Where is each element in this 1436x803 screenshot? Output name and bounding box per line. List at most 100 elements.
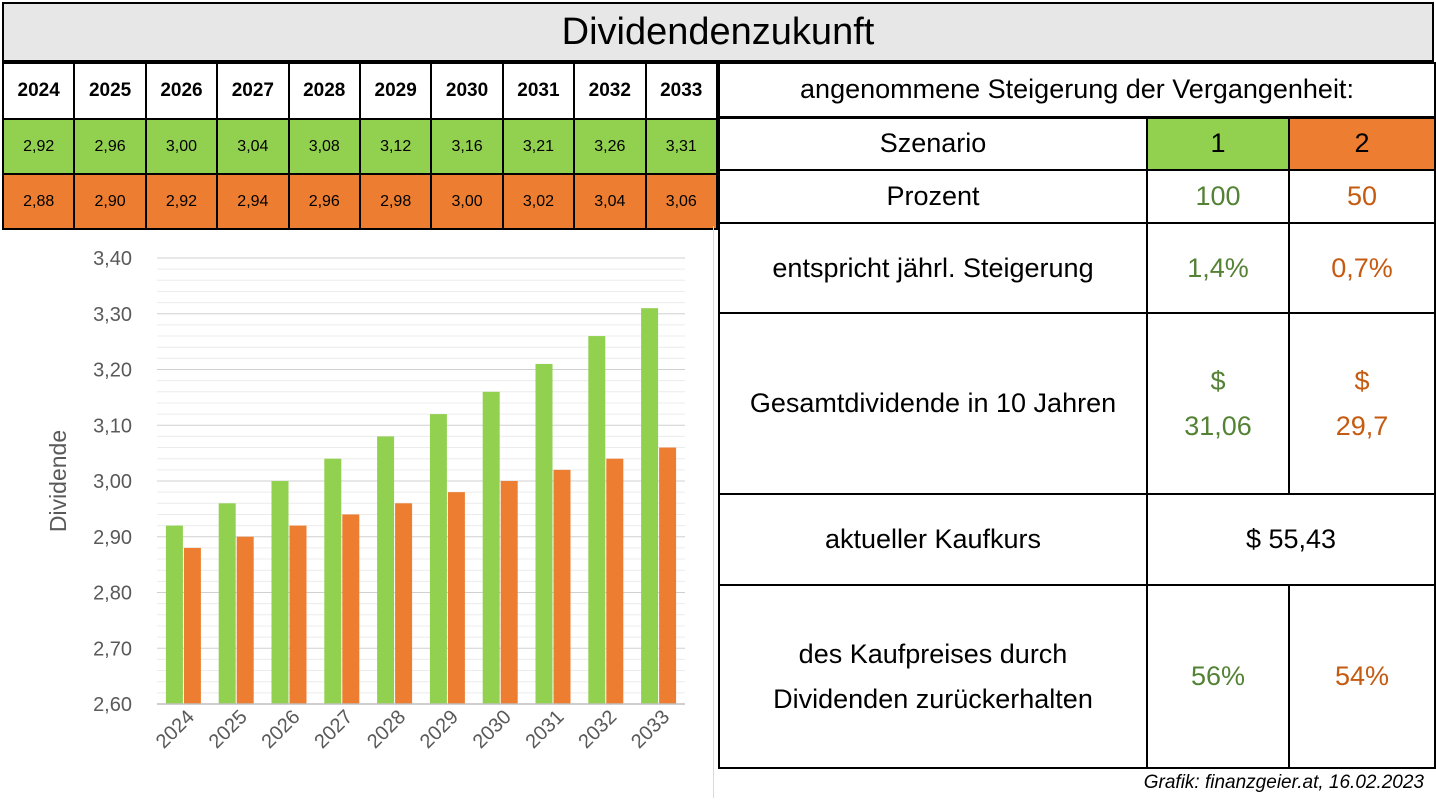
szenario-label: Szenario	[718, 116, 1148, 171]
scenario1-cell: 3,21	[501, 118, 576, 175]
bar-scenario-1	[377, 436, 395, 704]
x-tick-label: 2032	[574, 706, 621, 753]
bar-scenario-1	[429, 414, 447, 704]
scenario2-cell: 2,90	[73, 173, 147, 230]
y-tick-label: 2,90	[93, 527, 132, 549]
y-tick-label: 3,20	[93, 360, 132, 382]
scenario2-cell: 2,96	[287, 173, 361, 230]
y-tick-label: 3,10	[93, 415, 132, 437]
year-cell: 2033	[644, 62, 719, 120]
assumption-heading: angenommene Steigerung der Vergangenheit…	[718, 62, 1436, 119]
scenario2-cell: 3,06	[644, 173, 719, 230]
bar-scenario-1	[482, 391, 500, 704]
bar-scenario-1	[165, 525, 183, 704]
scenario1-row: 2,92 2,96 3,00 3,04 3,08 3,12 3,16 3,21 …	[1, 118, 719, 175]
bar-scenario-2	[289, 525, 307, 704]
kaufkurs-value: $ 55,43	[1146, 493, 1436, 586]
scenario1-cell: 3,26	[573, 118, 647, 175]
year-cell: 2029	[358, 62, 433, 120]
scenario1-cell: 3,16	[430, 118, 504, 175]
dividend-bar-chart: 2,60 2,70 2,80 2,90 3,00 3,10 3,20 3,30 3,40 Divi…	[45, 248, 685, 753]
y-axis-title: Dividende	[45, 430, 71, 532]
year-row: 2024 2025 2026 2027 2028 2029 2030 2031 …	[1, 62, 719, 120]
x-tick-label: 2027	[310, 706, 357, 753]
prozent-label: Prozent	[718, 169, 1148, 224]
scenario2-row: 2,88 2,90 2,92 2,94 2,96 2,98 3,00 3,02 …	[1, 173, 719, 230]
y-tick-label: 2,80	[93, 583, 132, 605]
year-cell: 2028	[287, 62, 361, 120]
y-tick-label: 3,00	[93, 471, 132, 493]
kaufpreis-label: des Kaufpreises durch Dividenden zurücke…	[718, 584, 1148, 769]
x-tick-label: 2028	[363, 706, 410, 753]
bar-scenario-1	[641, 308, 659, 704]
bar-scenario-1	[324, 458, 342, 704]
bar-scenario-2	[236, 536, 254, 704]
scenario2-cell: 3,00	[430, 173, 504, 230]
scenario1-cell: 3,31	[644, 118, 719, 175]
bar-scenario-2	[500, 481, 518, 704]
steigerung-1-value: 1,4%	[1146, 222, 1290, 314]
kaufpreis-2-value: 54%	[1288, 584, 1436, 769]
y-tick-label: 2,60	[93, 694, 132, 716]
bar-scenario-2	[606, 458, 624, 704]
x-tick-label: 2033	[627, 706, 674, 753]
szenario-1-header: 1	[1146, 116, 1290, 171]
bar-scenario-1	[588, 336, 606, 704]
x-tick-label: 2026	[258, 706, 305, 753]
kaufkurs-label: aktueller Kaufkurs	[718, 493, 1148, 586]
scenario1-cell: 3,00	[144, 118, 219, 175]
y-tick-label: 2,70	[93, 638, 132, 660]
gesamtdividende-label: Gesamtdividende in 10 Jahren	[718, 312, 1148, 495]
gesamtdividende-1-value: 31,06	[1184, 410, 1252, 441]
scenario2-cell: 3,04	[573, 173, 647, 230]
bar-scenario-2	[395, 503, 413, 704]
x-tick-label: 2029	[416, 706, 463, 753]
bar-scenario-1	[271, 481, 289, 704]
prozent-2-value: 50	[1288, 169, 1436, 224]
x-tick-label: 2030	[469, 706, 516, 753]
bar-scenario-2	[553, 469, 571, 704]
year-cell: 2027	[216, 62, 290, 120]
scenario1-cell: 3,08	[287, 118, 361, 175]
year-cell: 2030	[430, 62, 504, 120]
szenario-2-header: 2	[1288, 116, 1436, 171]
bar-scenario-1	[535, 363, 553, 704]
y-tick-label: 3,30	[93, 304, 132, 326]
bar-scenario-2	[342, 514, 360, 704]
scenario2-cell: 2,88	[1, 173, 76, 230]
year-cell: 2032	[573, 62, 647, 120]
scenario1-cell: 2,96	[73, 118, 147, 175]
y-tick-label: 3,40	[93, 248, 132, 270]
scenario2-cell: 2,92	[144, 173, 219, 230]
prozent-1-value: 100	[1146, 169, 1290, 224]
gesamtdividende-1-cell: $ 31,06	[1146, 312, 1290, 495]
x-tick-label: 2025	[205, 706, 252, 753]
x-tick-label: 2031	[522, 706, 569, 753]
scenario-info-table: angenommene Steigerung der Vergangenheit…	[718, 62, 1436, 769]
gesamtdividende-1-currency: $	[1210, 365, 1226, 396]
scenario2-cell: 2,98	[358, 173, 433, 230]
scenario2-cell: 3,02	[501, 173, 576, 230]
gesamtdividende-2-cell: $ 29,7	[1288, 312, 1436, 495]
gesamtdividende-2-currency: $	[1354, 365, 1370, 396]
year-cell: 2031	[501, 62, 576, 120]
bar-scenario-2	[183, 547, 201, 704]
bar-scenario-1	[218, 503, 236, 704]
scenario1-cell: 3,04	[216, 118, 290, 175]
bar-scenario-2	[447, 492, 465, 704]
bar-scenario-2	[659, 447, 677, 704]
credit-text: Grafik: finanzgeier.at, 16.02.2023	[1143, 772, 1424, 793]
scenario2-cell: 2,94	[216, 173, 290, 230]
year-cell: 2024	[1, 62, 76, 120]
year-cell: 2025	[73, 62, 147, 120]
scenario1-cell: 2,92	[1, 118, 76, 175]
steigerung-label: entspricht jährl. Steigerung	[718, 222, 1148, 314]
scenario1-cell: 3,12	[358, 118, 433, 175]
year-value-table: 2024 2025 2026 2027 2028 2029 2030 2031 …	[1, 62, 719, 230]
page-title: Dividendenzukunft	[2, 2, 1434, 62]
steigerung-2-value: 0,7%	[1288, 222, 1436, 314]
kaufpreis-1-value: 56%	[1146, 584, 1290, 769]
year-cell: 2026	[144, 62, 219, 120]
x-tick-label: 2024	[152, 706, 199, 753]
dividend-chart: 2,60 2,70 2,80 2,90 3,00 3,10 3,20 3,30 3,40 Divi…	[2, 226, 714, 798]
